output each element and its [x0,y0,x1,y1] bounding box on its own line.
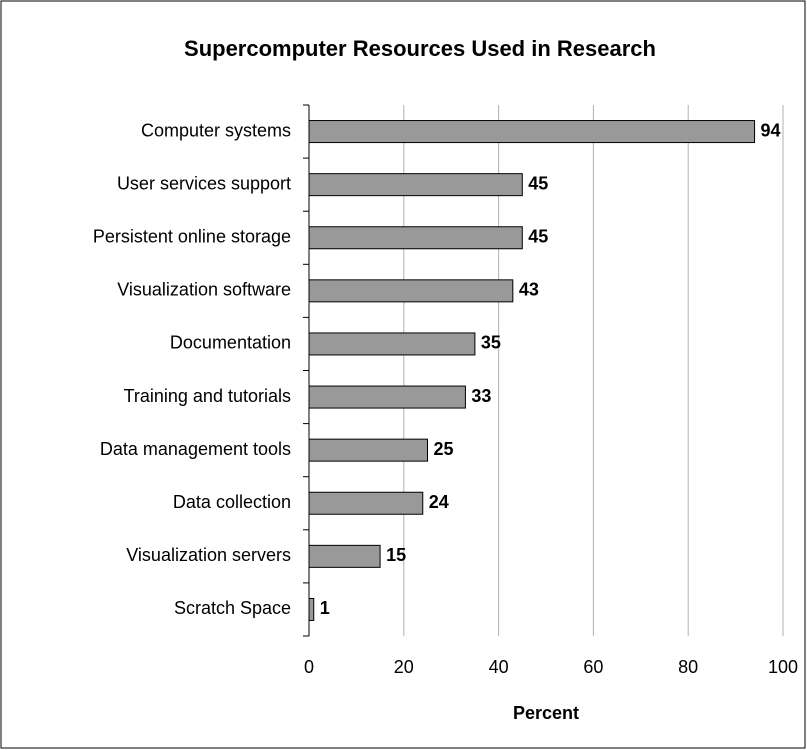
value-label: 24 [429,492,449,512]
bar [308,597,315,621]
y-tick-label: Data management tools [100,439,291,459]
value-label: 25 [434,439,454,459]
bar [308,332,476,356]
x-tick-label: 40 [489,657,509,677]
y-tick-label: Training and tutorials [124,386,291,406]
x-axis-label: Percent [513,703,579,723]
x-tick-label: 0 [304,657,314,677]
y-tick-label: Scratch Space [174,598,291,618]
bar [308,226,523,250]
y-tick-label: Visualization servers [126,545,291,565]
x-tick-label: 60 [583,657,603,677]
y-tick-label: Data collection [173,492,291,512]
y-tick-label: Computer systems [141,120,291,140]
x-tick-label: 20 [394,657,414,677]
y-tick-label: User services support [117,173,291,193]
value-label: 43 [519,280,539,300]
value-label: 35 [481,333,501,353]
y-tick-label: Documentation [170,333,291,353]
bar [308,173,523,197]
value-label: 15 [386,545,406,565]
value-label: 1 [320,598,330,618]
bar [308,279,514,303]
x-tick-label: 100 [768,657,798,677]
bar [308,491,424,515]
bar [308,544,381,568]
value-label: 94 [761,120,781,140]
x-tick-label: 80 [678,657,698,677]
bar [308,385,466,409]
chart-title: Supercomputer Resources Used in Research [184,36,656,61]
value-label: 45 [528,227,548,247]
bar [308,120,756,144]
bar [308,438,428,462]
y-tick-label: Persistent online storage [93,227,291,247]
value-label: 45 [528,173,548,193]
value-label: 33 [471,386,491,406]
y-tick-label: Visualization software [117,280,291,300]
